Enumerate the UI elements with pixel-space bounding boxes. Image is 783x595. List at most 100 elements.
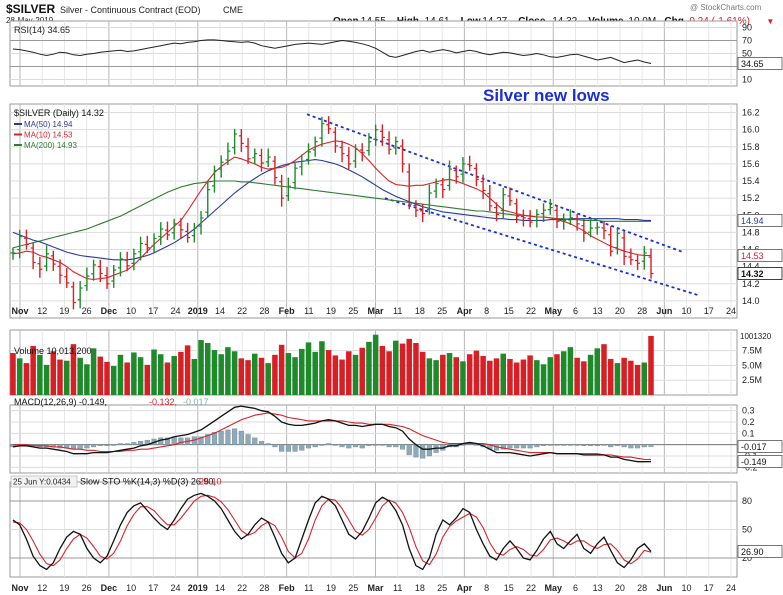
volume-bar	[440, 354, 446, 395]
x-tick-label-bottom: 17	[704, 583, 714, 593]
volume-bar	[487, 360, 493, 395]
macd-histogram-bar	[588, 444, 594, 446]
ma50-last-value: 14.94	[741, 216, 764, 226]
y-tick-label-stochastics: 80	[742, 496, 752, 506]
volume-bar	[587, 354, 594, 395]
volume-bar	[453, 357, 459, 395]
ma10-last-value-box	[737, 249, 783, 262]
volume-bar	[63, 360, 70, 395]
volume-bar	[621, 357, 627, 395]
y-tick-label-price: 15.4	[742, 176, 760, 186]
volume-bar	[325, 350, 332, 395]
volume-bar	[648, 335, 654, 395]
y-tick-label-stochastics: 50	[742, 525, 752, 535]
volume-label: Volume 10,013,200	[14, 346, 92, 356]
macd-histogram-bar	[279, 444, 285, 452]
volume-bar	[198, 340, 204, 395]
volume-bar	[426, 358, 433, 395]
macd-histogram-bar	[514, 444, 520, 449]
macd-histogram-bar	[138, 441, 144, 445]
volume-bar	[151, 349, 157, 395]
macd-histogram-bar	[574, 444, 580, 446]
x-tick-label-bottom: Nov	[11, 583, 28, 593]
x-tick-label-bottom: 19	[59, 583, 69, 593]
stochastics-last-value-box	[737, 545, 783, 558]
macd-histogram-bar	[507, 444, 513, 449]
x-tick-label-bottom: 15	[504, 583, 514, 593]
x-tick-label-bottom: May	[544, 583, 562, 593]
crosshair-readout: 25 Jun Y:0.0434	[13, 478, 71, 487]
macd-histogram-bar	[554, 444, 560, 446]
x-tick-label-bottom: Apr	[457, 583, 473, 593]
volume-bar	[319, 341, 325, 395]
y-tick-label-rsi: 10	[742, 75, 752, 85]
x-tick-label-price: 20	[615, 306, 625, 316]
last-close-value-box	[737, 267, 783, 280]
volume-bar	[265, 363, 271, 395]
macd-histogram-bar	[178, 437, 184, 445]
x-tick-label-bottom: 8	[484, 583, 489, 593]
macd-histogram-bar	[326, 443, 332, 445]
volume-bar	[57, 359, 63, 395]
macd-histogram-bar	[205, 434, 211, 445]
x-tick-label-bottom: 14	[215, 583, 225, 593]
y-tick-label-price: 14.0	[742, 296, 760, 306]
volume-bar	[258, 357, 265, 395]
volume-bar	[50, 351, 57, 395]
volume-bar	[84, 364, 90, 395]
macd-histogram-bar	[124, 443, 130, 445]
volume-bar	[628, 360, 634, 395]
legend-entry-ma10: MA(10) 14.53	[24, 131, 73, 140]
volume-bar	[601, 344, 607, 395]
ma50-last-value-box	[737, 214, 783, 227]
macd-histogram-bar	[460, 444, 466, 446]
y-tick-label-macd: 0.2	[742, 417, 755, 427]
volume-bar	[272, 354, 278, 395]
macd-histogram-bar	[84, 444, 90, 449]
volume-bar	[393, 340, 399, 395]
volume-bar	[238, 358, 245, 395]
panel-frame-price	[9, 103, 738, 319]
macd-histogram-bar	[373, 444, 379, 446]
x-tick-label-price: 26	[82, 306, 92, 316]
x-tick-label-bottom: 20	[615, 583, 625, 593]
volume-bar	[332, 355, 339, 395]
volume-bar	[131, 352, 137, 395]
volume-bar	[346, 351, 352, 395]
macd-histogram-bar	[648, 444, 654, 447]
macd-histogram-bar	[534, 444, 540, 448]
macd-histogram-bar	[520, 444, 526, 449]
volume-bar	[581, 361, 587, 395]
macd-histogram-bar	[601, 444, 607, 446]
symbol-title: $SILVER	[6, 2, 55, 16]
x-tick-label-bottom: 24	[726, 583, 736, 593]
volume-bar	[614, 363, 621, 395]
macd-histogram-bar	[164, 437, 171, 445]
x-tick-label-price: 13	[593, 306, 603, 316]
volume-bar	[110, 366, 117, 395]
x-tick-label-price: Jun	[656, 306, 672, 316]
x-tick-label-bottom: 11	[393, 583, 402, 593]
macd-histogram-bar	[628, 444, 634, 449]
macd-histogram-bar	[420, 444, 426, 459]
x-tick-label-bottom: 24	[171, 583, 181, 593]
macd-histogram-bar	[238, 430, 244, 445]
x-tick-label-bottom: 25	[437, 583, 447, 593]
x-tick-label-price: 2019	[188, 306, 208, 316]
macd-histogram-bar	[131, 442, 137, 445]
volume-bar	[466, 354, 473, 395]
y-tick-label-rsi: 90	[742, 23, 752, 33]
volume-bar	[547, 357, 554, 395]
x-tick-label-price: 14	[215, 306, 225, 316]
macd-hist-label: -0.017	[183, 397, 209, 407]
volume-bar	[594, 348, 601, 395]
x-tick-label-price: 17	[704, 306, 714, 316]
volume-bar	[30, 345, 36, 395]
macd-line	[12, 405, 652, 463]
change-down-marker: ▼	[766, 17, 774, 26]
volume-bar	[184, 345, 191, 395]
macd-histogram-bar	[252, 437, 258, 445]
x-tick-label-bottom: 13	[593, 583, 603, 593]
y-tick-label-price: 14.4	[742, 262, 760, 272]
